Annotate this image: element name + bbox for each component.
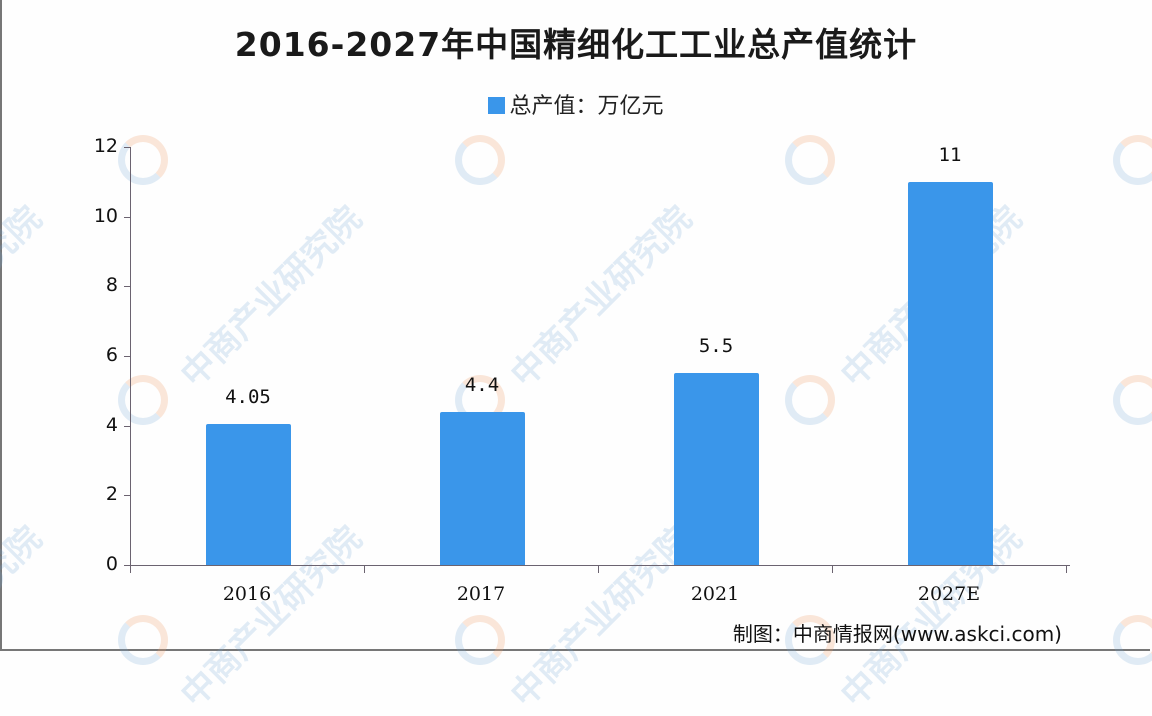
bar-2027E bbox=[907, 181, 993, 565]
y-tick-label: 4 bbox=[105, 413, 118, 436]
plot-area: 0 2 4 6 8 10 12 2016 2017 2021 2027E 4.05 4.4 5.5 11 bbox=[93, 135, 1070, 605]
x-tick bbox=[832, 565, 833, 573]
x-tick bbox=[130, 565, 131, 573]
bar-value-label: 4.4 bbox=[464, 373, 500, 396]
y-tick-label: 6 bbox=[105, 344, 118, 366]
bar-2017 bbox=[439, 411, 525, 565]
legend: 总产值：万亿元 bbox=[0, 88, 1152, 120]
legend-swatch bbox=[488, 97, 506, 114]
y-tick bbox=[124, 356, 130, 357]
y-tick-label: 12 bbox=[93, 135, 118, 157]
source-credit: 制图：中商情报网(www.askci.com) bbox=[732, 622, 1062, 646]
y-tick-label: 0 bbox=[105, 553, 118, 575]
bar-value-label: 5.5 bbox=[698, 335, 734, 358]
y-tick-label: 10 bbox=[93, 204, 118, 227]
bar-2016 bbox=[205, 423, 291, 565]
y-tick bbox=[124, 147, 130, 148]
y-tick bbox=[124, 425, 130, 427]
y-tick bbox=[124, 495, 130, 497]
chart-title: 2016-2027年中国精细化工工业总产值统计 bbox=[234, 25, 918, 64]
y-tick-label: 8 bbox=[105, 274, 118, 297]
y-axis-line bbox=[130, 147, 131, 566]
x-tick-label: 2016 bbox=[222, 583, 272, 605]
x-tick-label: 2017 bbox=[456, 583, 506, 605]
bar-2021 bbox=[673, 373, 759, 565]
x-tick-label: 2027E bbox=[917, 583, 981, 605]
y-tick-label: 2 bbox=[105, 483, 118, 506]
x-tick bbox=[364, 565, 365, 573]
legend-label: 总产值：万亿元 bbox=[509, 94, 664, 119]
chart-frame bbox=[0, 0, 1150, 651]
bar-value-label: 11 bbox=[938, 143, 962, 166]
x-tick bbox=[1066, 565, 1067, 573]
y-tick bbox=[124, 565, 130, 566]
x-tick-label: 2021 bbox=[690, 583, 740, 605]
x-axis-line bbox=[130, 565, 1070, 566]
x-tick bbox=[598, 565, 599, 573]
y-tick bbox=[124, 216, 130, 218]
bar-value-label: 4.05 bbox=[225, 385, 271, 408]
y-tick bbox=[124, 286, 130, 288]
